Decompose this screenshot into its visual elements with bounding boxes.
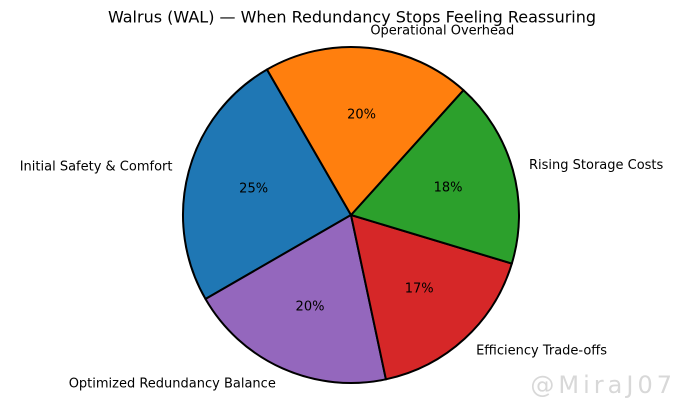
- slice-label: Rising Storage Costs: [529, 158, 664, 173]
- pie-slice: [266, 46, 465, 216]
- pie-slice: [350, 89, 520, 265]
- value-label: 25%: [239, 181, 268, 196]
- value-label: 17%: [405, 282, 434, 297]
- watermark: @MiraJ07: [530, 371, 676, 399]
- pie-slice: [182, 68, 352, 300]
- pie-slice: [204, 214, 387, 384]
- slice-label: Efficiency Trade-offs: [476, 344, 607, 359]
- slice-label: Optimized Redundancy Balance: [69, 376, 276, 391]
- slice-label: Initial Safety & Comfort: [20, 160, 173, 175]
- slice-label: Operational Overhead: [370, 24, 514, 39]
- value-label: 20%: [347, 107, 376, 122]
- value-label: 20%: [296, 300, 325, 315]
- chart-title: Walrus (WAL) — When Redundancy Stops Fee…: [108, 8, 596, 27]
- value-label: 18%: [434, 180, 463, 195]
- pie-slice: [350, 214, 513, 381]
